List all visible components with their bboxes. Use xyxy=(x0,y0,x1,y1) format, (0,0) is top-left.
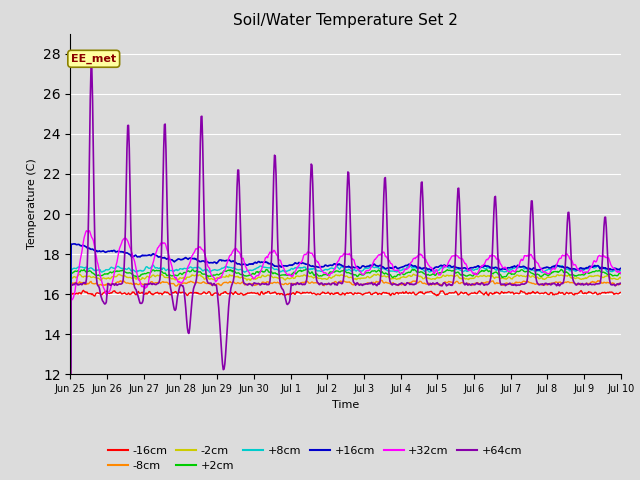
+16cm xyxy=(69,241,77,247)
-16cm xyxy=(634,398,640,404)
+16cm xyxy=(67,365,74,371)
+64cm xyxy=(147,280,154,286)
+16cm xyxy=(331,261,339,267)
-2cm xyxy=(330,274,338,279)
-16cm xyxy=(79,288,87,293)
Line: +64cm: +64cm xyxy=(70,67,638,449)
+32cm xyxy=(475,269,483,275)
+16cm xyxy=(310,264,317,269)
-8cm xyxy=(69,281,77,287)
+64cm xyxy=(69,282,77,288)
-16cm xyxy=(147,290,154,296)
-16cm xyxy=(331,290,339,296)
Line: -16cm: -16cm xyxy=(70,290,638,401)
+16cm xyxy=(147,252,154,258)
+16cm xyxy=(634,379,640,385)
-8cm xyxy=(146,280,154,286)
+32cm xyxy=(310,253,317,259)
-8cm xyxy=(634,389,640,395)
+32cm xyxy=(83,228,90,234)
+64cm xyxy=(488,250,496,255)
-8cm xyxy=(309,279,317,285)
+64cm xyxy=(310,210,317,216)
-2cm xyxy=(374,271,381,277)
+16cm xyxy=(71,241,79,247)
Line: +2cm: +2cm xyxy=(70,269,638,388)
+2cm xyxy=(634,383,640,389)
-2cm xyxy=(309,274,317,280)
+8cm xyxy=(331,265,339,271)
-8cm xyxy=(330,279,338,285)
-16cm xyxy=(69,291,77,297)
+2cm xyxy=(69,270,77,276)
-8cm xyxy=(67,391,74,397)
+2cm xyxy=(331,269,339,275)
Line: +8cm: +8cm xyxy=(70,265,638,386)
-8cm xyxy=(475,281,483,287)
+64cm xyxy=(331,282,339,288)
+8cm xyxy=(475,264,483,270)
+32cm xyxy=(69,296,77,302)
-8cm xyxy=(488,278,496,284)
-2cm xyxy=(67,387,74,393)
+64cm xyxy=(475,281,483,287)
-2cm xyxy=(146,275,154,280)
+8cm xyxy=(149,262,157,268)
Line: -2cm: -2cm xyxy=(70,274,638,390)
+2cm xyxy=(146,270,154,276)
+2cm xyxy=(310,272,317,277)
+8cm xyxy=(310,266,317,272)
-16cm xyxy=(67,397,74,403)
+2cm xyxy=(475,270,483,276)
-16cm xyxy=(310,290,317,296)
+32cm xyxy=(331,266,339,272)
Text: EE_met: EE_met xyxy=(71,54,116,64)
+32cm xyxy=(147,269,154,275)
-2cm xyxy=(69,275,77,281)
+64cm xyxy=(634,283,640,289)
+16cm xyxy=(475,263,483,269)
-2cm xyxy=(634,386,640,392)
+8cm xyxy=(69,266,77,272)
-2cm xyxy=(488,273,496,278)
Line: +32cm: +32cm xyxy=(70,231,638,406)
+32cm xyxy=(488,253,496,259)
+2cm xyxy=(67,385,74,391)
+64cm xyxy=(67,446,74,452)
+8cm xyxy=(488,264,496,270)
-8cm xyxy=(378,277,385,283)
+16cm xyxy=(488,265,496,271)
Line: +16cm: +16cm xyxy=(70,244,638,382)
Legend: -16cm, -8cm, -2cm, +2cm, +8cm, +16cm, +32cm, +64cm: -16cm, -8cm, -2cm, +2cm, +8cm, +16cm, +3… xyxy=(104,441,527,476)
-16cm xyxy=(488,291,496,297)
+32cm xyxy=(634,373,640,379)
+8cm xyxy=(67,383,74,389)
+64cm xyxy=(87,64,95,70)
+2cm xyxy=(488,271,496,276)
Title: Soil/Water Temperature Set 2: Soil/Water Temperature Set 2 xyxy=(233,13,458,28)
+2cm xyxy=(303,266,310,272)
-16cm xyxy=(475,289,483,295)
Line: -8cm: -8cm xyxy=(70,280,638,394)
-2cm xyxy=(475,274,483,280)
Y-axis label: Temperature (C): Temperature (C) xyxy=(28,158,37,250)
+32cm xyxy=(67,403,74,408)
+8cm xyxy=(146,265,154,271)
X-axis label: Time: Time xyxy=(332,400,359,409)
+8cm xyxy=(634,382,640,388)
